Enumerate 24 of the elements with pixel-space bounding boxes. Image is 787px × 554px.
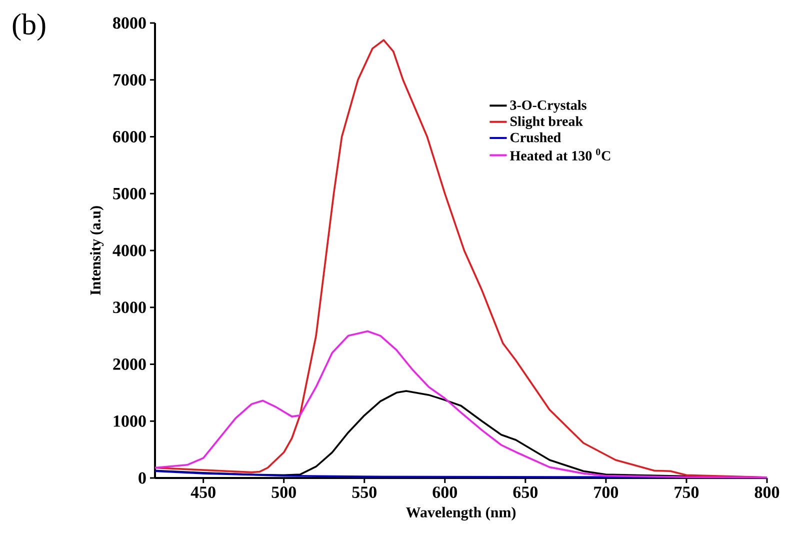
- x-tick-label: 500: [272, 486, 296, 498]
- x-tick-label: 600: [432, 486, 458, 498]
- y-tick-label: 0: [138, 472, 146, 484]
- x-tick-label: 800: [754, 486, 780, 498]
- x-tick-label: 450: [190, 486, 216, 498]
- legend-label: Crushed: [510, 132, 561, 142]
- y-tick-label: 8000: [113, 17, 146, 29]
- x-tick-label: 750: [674, 486, 699, 498]
- y-tick-label: 4000: [112, 244, 146, 256]
- x-tick-label: 650: [513, 486, 538, 498]
- x-tick-label: 550: [352, 486, 376, 498]
- y-tick-label: 6000: [113, 131, 146, 142]
- legend-label: Slight break: [510, 116, 583, 130]
- legend-label: Heated at 130 $^{0}$C: [510, 148, 610, 161]
- y-axis-title: Intensity (a.u): [90, 206, 104, 295]
- text: (b): [12, 14, 46, 41]
- y-tick-label: 3000: [113, 302, 146, 314]
- y-tick-label: 2000: [113, 358, 146, 370]
- x-axis-title: Wavelength (nm): [406, 506, 516, 521]
- y-tick-label: 1000: [114, 415, 146, 427]
- legend-label: 3-O-Crystals: [510, 100, 586, 113]
- y-tick-label: 7000: [113, 74, 146, 86]
- x-tick-label: 700: [594, 486, 618, 498]
- y-tick-label: 5000: [113, 188, 146, 200]
